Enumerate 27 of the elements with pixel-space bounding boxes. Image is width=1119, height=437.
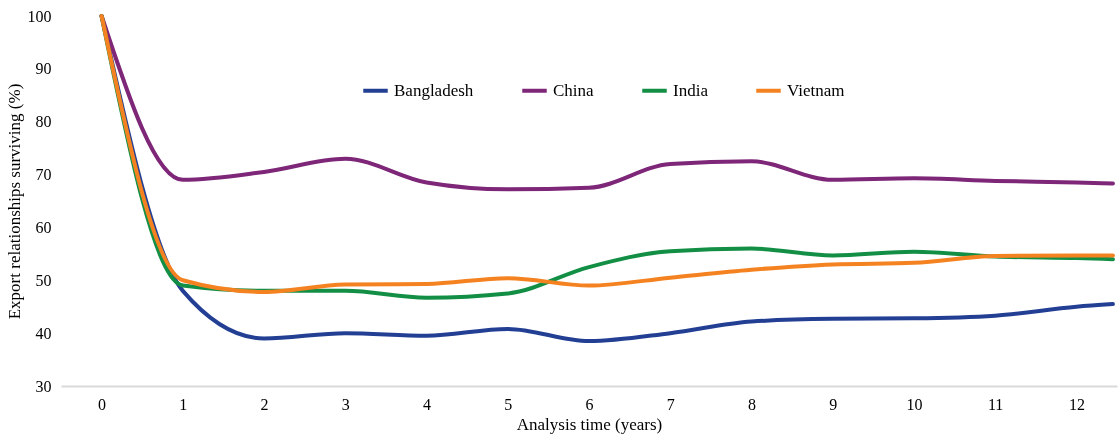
x-tick-label: 2 [260, 395, 269, 413]
x-tick-label: 5 [504, 395, 513, 413]
x-tick-label: 0 [98, 395, 107, 413]
x-axis-title: Analysis time (years) [516, 414, 663, 434]
x-tick-label: 10 [906, 395, 923, 413]
x-tick-label: 8 [747, 395, 756, 413]
x-tick-label: 11 [987, 395, 1004, 413]
x-tick-label: 3 [341, 395, 350, 413]
y-tick-label: 100 [27, 7, 52, 25]
x-tick-label: 1 [179, 395, 188, 413]
y-tick-label: 70 [35, 166, 52, 184]
y-tick-label: 60 [35, 218, 52, 236]
x-tick-label: 6 [585, 395, 594, 413]
y-tick-label: 40 [35, 324, 52, 342]
legend-label: Vietnam [787, 80, 845, 100]
x-tick-label: 9 [829, 395, 838, 413]
y-tick-label: 90 [35, 60, 52, 78]
x-tick-label: 12 [1068, 395, 1085, 413]
y-tick-label: 30 [35, 377, 52, 395]
y-tick-label: 50 [35, 271, 52, 289]
x-tick-label: 7 [666, 395, 675, 413]
legend-label: China [553, 80, 595, 100]
legend-label: Bangladesh [394, 80, 474, 100]
y-tick-label: 80 [35, 113, 52, 131]
x-tick-label: 4 [423, 395, 432, 413]
y-axis-title: Export relationships surviving (%) [4, 83, 24, 320]
legend-label: India [673, 80, 709, 100]
